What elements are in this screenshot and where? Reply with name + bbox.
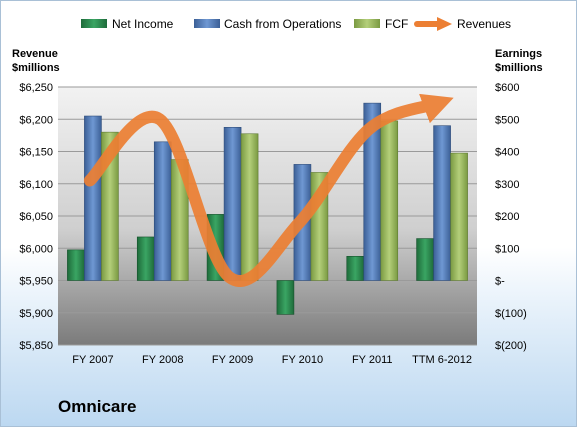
bar-net-income bbox=[276, 280, 295, 315]
right-axis-title-line2: $millions bbox=[495, 62, 543, 74]
x-tick-label: FY 2009 bbox=[212, 354, 253, 366]
left-axis-title-line2: $millions bbox=[12, 62, 60, 74]
left-axis-ticks: $5,850 $5,900 $5,950 $6,000 $6,050 $6,100 $6,1… bbox=[19, 82, 53, 352]
legend-swatch-cash-from-operations bbox=[194, 19, 220, 28]
legend-label-revenues: Revenues bbox=[457, 17, 511, 31]
left-tick-label: $6,050 bbox=[19, 211, 53, 223]
revenue-line bbox=[83, 93, 454, 287]
x-axis-ticks: FY 2007 FY 2008 FY 2009 FY 2010 FY 2011 TTM 6… bbox=[72, 354, 472, 366]
legend-label-fcf: FCF bbox=[385, 17, 408, 31]
right-axis-title-line1: Earnings bbox=[495, 48, 542, 60]
left-tick-label: $6,000 bbox=[19, 243, 53, 255]
right-tick-label: $(100) bbox=[495, 308, 527, 320]
right-axis-ticks: $(200) $(100) $- $100 $200 $300 $400 $500 $600 bbox=[495, 82, 527, 352]
left-tick-label: $6,250 bbox=[19, 82, 53, 94]
bar-net-income bbox=[136, 236, 155, 281]
x-tick-label: FY 2007 bbox=[72, 354, 113, 366]
bar-cash-from-operations bbox=[223, 127, 242, 281]
legend-label-cash-from-operations: Cash from Operations bbox=[224, 17, 341, 31]
right-tick-label: $500 bbox=[495, 114, 519, 126]
legend-label-net-income: Net Income bbox=[112, 17, 174, 31]
bar-fcf bbox=[380, 120, 399, 281]
right-tick-label: $600 bbox=[495, 82, 519, 94]
bar-net-income bbox=[67, 249, 85, 281]
x-tick-label: FY 2011 bbox=[352, 354, 393, 366]
bar-net-income bbox=[346, 256, 365, 281]
gridlines bbox=[58, 86, 477, 346]
left-tick-label: $6,100 bbox=[19, 179, 53, 191]
right-tick-label: $400 bbox=[495, 147, 519, 159]
right-tick-label: $(200) bbox=[495, 340, 527, 352]
bar-cash-from-operations bbox=[433, 125, 451, 281]
left-axis-title-line1: Revenue bbox=[12, 48, 58, 60]
right-tick-label: $300 bbox=[495, 179, 519, 191]
legend-swatch-net-income bbox=[81, 19, 107, 28]
right-tick-label: $200 bbox=[495, 211, 519, 223]
bar-net-income bbox=[416, 238, 434, 281]
bar-cash-from-operations bbox=[153, 141, 172, 281]
legend-swatch-revenues-arrowhead bbox=[437, 17, 452, 31]
left-tick-label: $6,200 bbox=[19, 114, 53, 126]
x-tick-label: TTM 6-2012 bbox=[412, 354, 472, 366]
legend-swatch-fcf bbox=[354, 19, 380, 28]
company-name: Omnicare bbox=[58, 397, 137, 416]
x-tick-label: FY 2008 bbox=[142, 354, 183, 366]
right-tick-label: $100 bbox=[495, 243, 519, 255]
left-tick-label: $5,950 bbox=[19, 276, 53, 288]
x-tick-label: FY 2010 bbox=[282, 354, 323, 366]
left-tick-label: $5,850 bbox=[19, 340, 53, 352]
bar-fcf bbox=[450, 152, 468, 281]
bar-fcf bbox=[240, 133, 259, 281]
right-tick-label: $- bbox=[495, 276, 505, 288]
left-tick-label: $6,150 bbox=[19, 147, 53, 159]
revenues-line bbox=[83, 93, 454, 287]
left-tick-label: $5,900 bbox=[19, 308, 53, 320]
legend: Net Income Cash from Operations FCF Reve… bbox=[81, 17, 511, 31]
bar-cash-from-operations bbox=[84, 115, 102, 281]
